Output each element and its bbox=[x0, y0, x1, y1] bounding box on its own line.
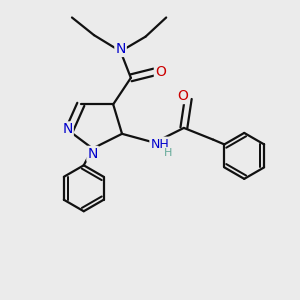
Text: N: N bbox=[62, 122, 73, 136]
Text: H: H bbox=[164, 148, 173, 158]
Text: O: O bbox=[178, 89, 188, 103]
Text: O: O bbox=[155, 65, 166, 79]
Text: N: N bbox=[116, 42, 126, 56]
Text: NH: NH bbox=[150, 138, 169, 151]
Text: N: N bbox=[87, 147, 98, 161]
